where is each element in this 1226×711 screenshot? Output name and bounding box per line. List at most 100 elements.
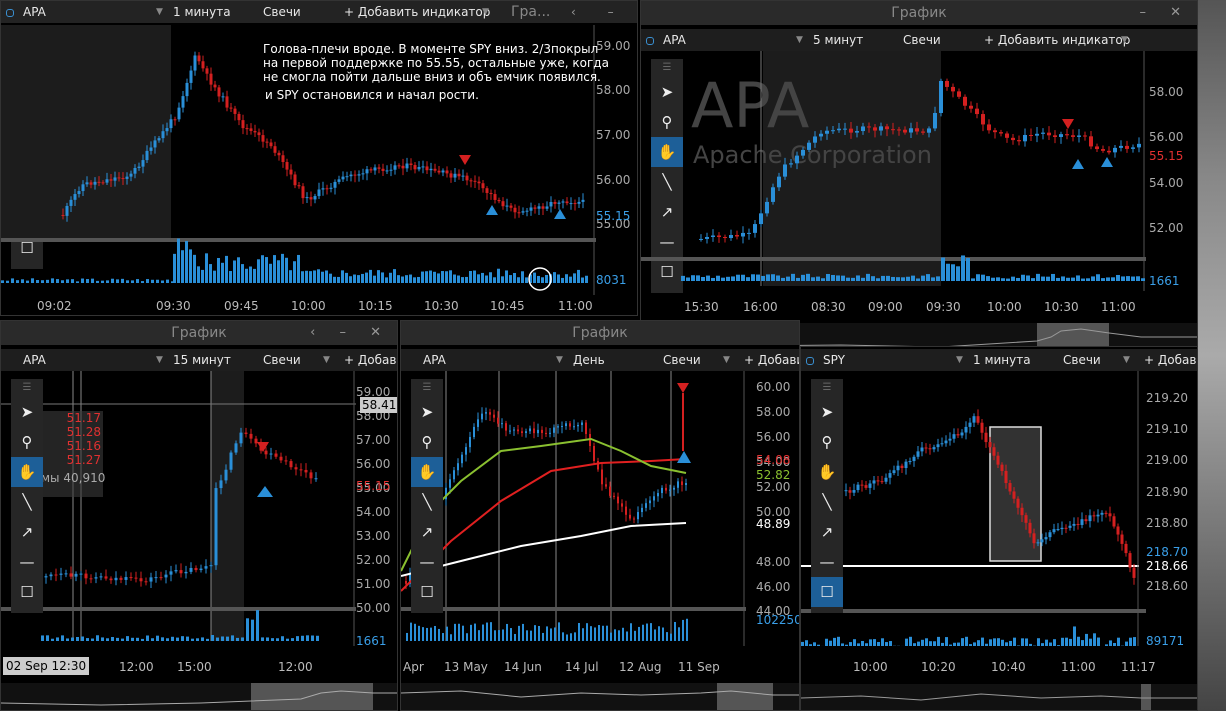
volume-bar [736,274,740,281]
price-chart[interactable] [1,371,356,646]
hline-icon[interactable]: — [419,553,435,571]
interval-selector[interactable]: 1 минута [173,5,231,19]
grip-icon[interactable]: ☰ [422,382,432,393]
chevron-down-icon[interactable]: ▼ [1121,35,1128,45]
chevron-down-icon[interactable]: ▼ [796,35,803,45]
navigator[interactable] [1,683,398,711]
hline-icon[interactable]: — [819,553,835,571]
interval-selector[interactable]: День [573,353,605,367]
chevron-down-icon[interactable]: ▼ [156,7,163,17]
symbol-selector[interactable]: APA [663,33,686,47]
candle [1100,512,1104,515]
line-icon[interactable]: ╲ [822,493,832,511]
rect-icon[interactable]: ☐ [811,577,843,607]
volume-bar [877,641,880,646]
link-icon[interactable] [646,37,654,45]
window-controls[interactable]: ‹ – ✕ [310,325,391,340]
price-chart[interactable] [641,51,1146,291]
chevron-down-icon[interactable]: ▼ [723,355,730,365]
cursor-icon[interactable]: ➤ [660,83,674,101]
symbol-selector[interactable]: APA [423,353,446,367]
cursor-icon[interactable]: ➤ [820,403,834,421]
navigator[interactable] [401,683,800,711]
window-titlebar[interactable]: График ‹ – ✕ [1,321,397,345]
volume-bar [861,277,865,281]
charttype-selector[interactable]: Свечи [263,353,301,367]
candle [879,126,883,131]
window-titlebar[interactable]: График – ✕ [641,1,1197,25]
window-controls[interactable]: – ✕ [1139,5,1191,20]
volume-bar [989,639,992,646]
arrow-icon[interactable]: ↗ [20,523,34,541]
hand-icon[interactable]: ✋ [817,463,837,481]
volume-bar [861,640,864,646]
zoom-icon[interactable]: ⚲ [821,433,833,451]
candle [513,429,515,431]
line-icon[interactable]: ╲ [22,493,32,511]
add-indicator-button[interactable]: + Добави [744,353,800,367]
candle [445,487,447,500]
volume-bar [971,278,975,281]
hand-icon[interactable]: ✋ [11,457,43,487]
interval-selector[interactable]: 1 минута [973,353,1031,367]
line-icon[interactable]: ╲ [662,173,672,191]
link-icon[interactable] [6,9,14,17]
interval-selector[interactable]: 15 минут [173,353,231,367]
zoom-icon[interactable]: ⚲ [21,433,33,451]
volume-bar [969,644,972,646]
navigator[interactable] [801,684,1198,711]
add-indicator-button[interactable]: + Добави [344,353,397,367]
rect-icon[interactable]: ☐ [420,583,434,601]
chevron-down-icon[interactable]: ▼ [482,7,489,17]
hline-icon[interactable]: — [19,553,35,571]
symbol-selector[interactable]: SPY [823,353,845,367]
hand-icon[interactable]: ✋ [411,457,443,487]
zoom-icon[interactable]: ⚲ [421,433,433,451]
chevron-down-icon[interactable]: ▼ [956,355,963,365]
chevron-down-icon[interactable]: ▼ [1123,355,1130,365]
window-titlebar[interactable]: График [401,321,799,345]
add-indicator-button[interactable]: + Добавить индикатор [984,33,1131,47]
candle [104,576,108,579]
volume-bar [26,280,29,283]
add-indicator-button[interactable]: + Добавить индикатор [344,5,491,19]
interval-selector[interactable]: 5 минут [813,33,864,47]
link-icon[interactable] [806,357,814,365]
price-chart[interactable] [1,25,596,295]
charttype-selector[interactable]: Свечи [903,33,941,47]
volume-bar [469,271,472,283]
hand-icon[interactable]: ✋ [651,137,683,167]
grip-icon[interactable]: ☰ [662,62,672,73]
candle [69,573,73,577]
chevron-down-icon[interactable]: ▼ [556,355,563,365]
charttype-selector[interactable]: Свечи [1063,353,1101,367]
grip-icon[interactable]: ☰ [822,382,832,393]
rect-icon[interactable]: ☐ [20,583,34,601]
rect-icon[interactable]: ☐ [20,239,34,257]
candle [337,179,341,182]
volume-bar [1125,641,1128,646]
rect-icon[interactable]: ☐ [660,263,674,281]
cursor-icon[interactable]: ➤ [420,403,434,421]
cursor-icon[interactable]: ➤ [20,403,34,421]
symbol-selector[interactable]: APA [23,353,46,367]
price-chart[interactable] [801,371,1146,646]
arrow-icon[interactable]: ↗ [660,203,674,221]
hline-icon[interactable]: — [659,233,675,251]
arrow-icon[interactable]: ↗ [820,523,834,541]
volume-bar [297,254,300,283]
charttype-selector[interactable]: Свечи [263,5,301,19]
arrow-icon[interactable]: ↗ [420,523,434,541]
zoom-icon[interactable]: ⚲ [661,113,673,131]
grip-icon[interactable]: ☰ [22,382,32,393]
candle [181,96,185,108]
candle [699,238,703,240]
window-controls[interactable]: ‹ – ✕ [571,5,637,19]
add-indicator-button[interactable]: + Добави [1144,353,1197,367]
symbol-selector[interactable]: APA [23,5,46,19]
chevron-down-icon[interactable]: ▼ [156,355,163,365]
line-icon[interactable]: ╲ [422,493,432,511]
price-chart[interactable] [401,371,746,646]
charttype-selector[interactable]: Свечи [663,353,701,367]
chevron-down-icon[interactable]: ▼ [323,355,330,365]
